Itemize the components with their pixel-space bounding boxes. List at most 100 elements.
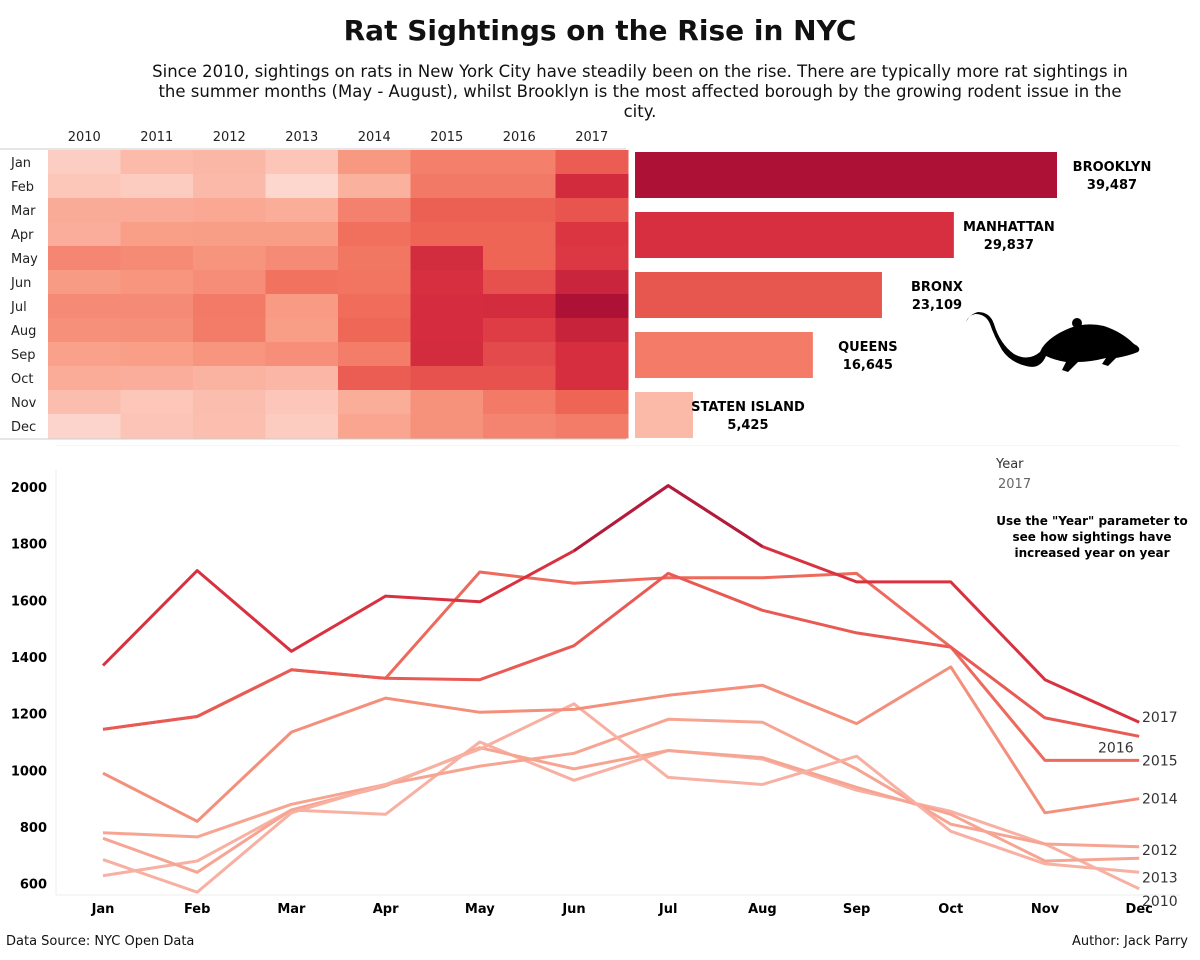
heatmap-cell xyxy=(555,198,629,223)
heatmap-cell xyxy=(555,222,629,247)
series-end-label: 2014 xyxy=(1142,792,1178,808)
heatmap-cell xyxy=(410,198,484,223)
heatmap-cell xyxy=(265,198,339,223)
heatmap-cell xyxy=(483,174,556,199)
heatmap-cell xyxy=(193,366,266,391)
heatmap-cell xyxy=(338,294,411,319)
rat-silhouette-icon xyxy=(966,312,1140,372)
heatmap-cell xyxy=(120,390,194,415)
x-tick-label: Sep xyxy=(843,902,871,917)
page-title: Rat Sightings on the Rise in NYC xyxy=(343,14,857,47)
series-end-label: 2016 xyxy=(1098,740,1134,756)
heatmap-cell xyxy=(120,294,194,319)
heatmap-cell xyxy=(483,318,556,343)
heatmap-cell xyxy=(555,270,629,295)
series-end-label: 2010 xyxy=(1142,894,1178,910)
heatmap-col-label: 2012 xyxy=(213,130,246,145)
heatmap-cell xyxy=(410,222,484,247)
x-tick-label: Oct xyxy=(938,902,963,917)
line-series-2015 xyxy=(102,570,1140,762)
bar-brooklyn xyxy=(635,152,1057,198)
line-series-2016 xyxy=(102,571,1140,738)
heatmap-cell xyxy=(483,222,556,247)
heatmap-cell xyxy=(265,222,339,247)
line-series-2011 xyxy=(102,746,1140,874)
heatmap-col-label: 2014 xyxy=(358,130,391,145)
heatmap-cell xyxy=(410,414,484,439)
y-tick-label: 1000 xyxy=(11,764,47,779)
heatmap-cell xyxy=(483,150,556,175)
bar-bronx xyxy=(635,272,882,318)
heatmap-row-label: Jan xyxy=(10,156,31,171)
series-end-label: 2017 xyxy=(1142,710,1178,726)
heatmap-cell xyxy=(193,342,266,367)
data-source-note: Data Source: NYC Open Data xyxy=(6,934,195,949)
heatmap-cell xyxy=(410,150,484,175)
heatmap-cell xyxy=(265,174,339,199)
line-series-2012 xyxy=(102,717,1140,849)
year-parameter-value[interactable]: 2017 xyxy=(998,477,1031,492)
y-tick-label: 1800 xyxy=(11,538,47,553)
heatmap-cell xyxy=(265,150,339,175)
bar-value-label: 16,645 xyxy=(843,358,893,373)
page-subtitle: Since 2010, sightings on rats in New Yor… xyxy=(152,62,1128,121)
heatmap-cell xyxy=(338,150,411,175)
heatmap-cell xyxy=(193,198,266,223)
heatmap-cell xyxy=(48,174,121,199)
heatmap-cell xyxy=(120,222,194,247)
heatmap-cell xyxy=(555,366,629,391)
heatmap-cell xyxy=(120,270,194,295)
heatmap-cell xyxy=(265,270,339,295)
heatmap-row-label: Aug xyxy=(11,324,36,339)
heatmap-cell xyxy=(338,198,411,223)
heatmap-cell xyxy=(120,366,194,391)
heatmap-cell xyxy=(483,246,556,271)
series-end-label: 2015 xyxy=(1142,753,1178,769)
heatmap-cell xyxy=(265,414,339,439)
heatmap-cell xyxy=(338,270,411,295)
chart-annotation-line-3: increased year on year xyxy=(1014,546,1169,560)
heatmap-cell xyxy=(483,270,556,295)
heatmap-cell xyxy=(120,150,194,175)
heatmap-cell xyxy=(193,318,266,343)
heatmap-cell xyxy=(265,390,339,415)
chart-annotation-line-1: Use the "Year" parameter to xyxy=(996,514,1188,528)
bar-value-label: 29,837 xyxy=(984,238,1034,253)
heatmap-col-label: 2016 xyxy=(503,130,536,145)
x-tick-label: Jun xyxy=(561,902,585,917)
heatmap-cell xyxy=(193,150,266,175)
heatmap-cell xyxy=(555,318,629,343)
heatmap-cell xyxy=(483,294,556,319)
heatmap-cell xyxy=(555,390,629,415)
heatmap-col-label: 2015 xyxy=(430,130,463,145)
heatmap-cell xyxy=(410,294,484,319)
heatmap-cell xyxy=(338,246,411,271)
heatmap-col-label: 2017 xyxy=(575,130,608,145)
line-series-2013 xyxy=(102,702,1140,894)
heatmap-row-label: Oct xyxy=(11,372,33,387)
x-tick-label: Feb xyxy=(184,902,210,917)
heatmap-cell xyxy=(120,414,194,439)
heatmap-cell xyxy=(265,318,339,343)
heatmap-cell xyxy=(265,246,339,271)
heatmap-chart: 2010 2011 2012 2013 2014 2015 2016 2017 Jan Feb Ma… xyxy=(0,130,629,440)
heatmap-cell xyxy=(48,294,121,319)
heatmap-cell xyxy=(48,390,121,415)
x-tick-label: Nov xyxy=(1031,902,1060,917)
heatmap-col-label: 2010 xyxy=(68,130,101,145)
bar-manhattan xyxy=(635,212,954,258)
bar-value-label: 39,487 xyxy=(1087,178,1137,193)
bar-value-label: 23,109 xyxy=(912,298,962,313)
heatmap-cell xyxy=(483,366,556,391)
heatmap-cell xyxy=(193,414,266,439)
heatmap-cell xyxy=(338,342,411,367)
y-tick-label: 800 xyxy=(20,821,47,836)
bar-category-label: MANHATTAN xyxy=(963,220,1055,235)
heatmap-cell xyxy=(48,150,121,175)
author-note: Author: Jack Parry xyxy=(1071,934,1188,949)
series-end-label: 2013 xyxy=(1142,870,1178,886)
heatmap-cell xyxy=(410,342,484,367)
heatmap-cell xyxy=(483,414,556,439)
heatmap-cell xyxy=(410,318,484,343)
line-series-2010 xyxy=(102,740,1140,891)
